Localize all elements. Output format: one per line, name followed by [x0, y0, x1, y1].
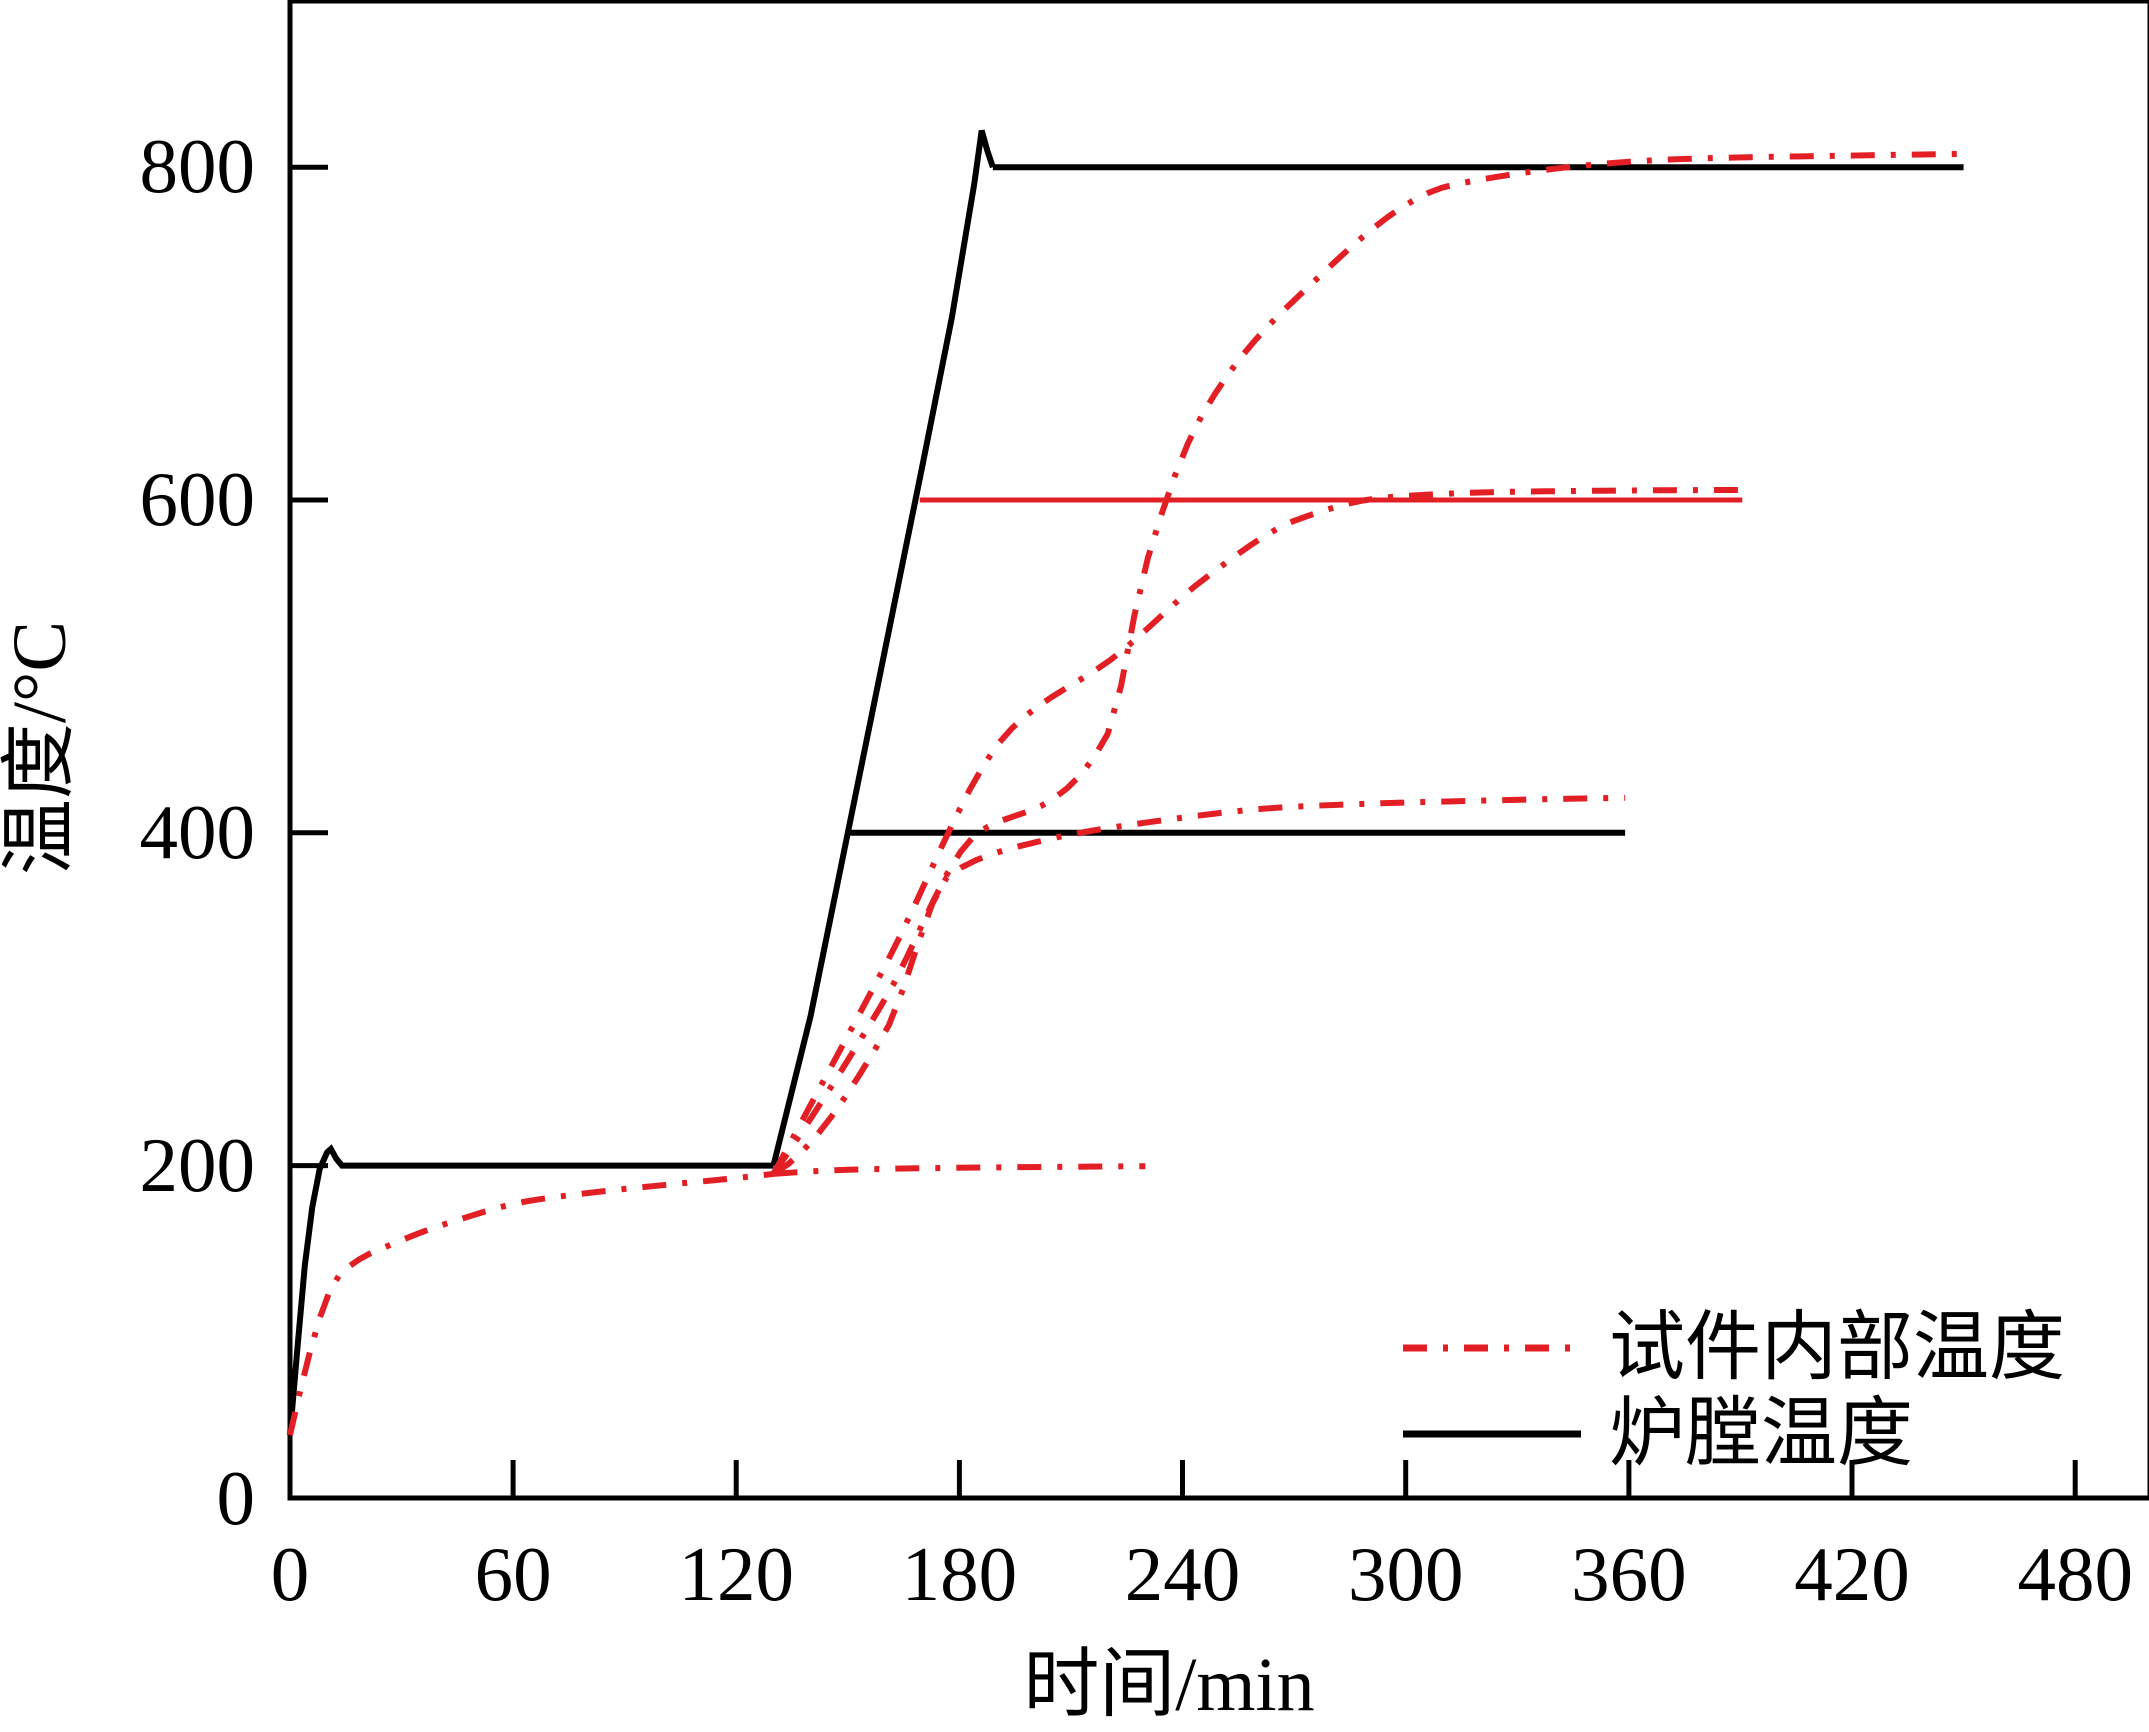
svg-text:600: 600	[140, 456, 256, 542]
svg-text:温度/°C: 温度/°C	[0, 621, 82, 875]
svg-text:240: 240	[1125, 1531, 1241, 1617]
svg-text:420: 420	[1794, 1531, 1910, 1617]
svg-text:400: 400	[140, 789, 256, 875]
svg-text:360: 360	[1571, 1531, 1687, 1617]
svg-text:180: 180	[902, 1531, 1018, 1617]
svg-text:800: 800	[140, 123, 256, 209]
svg-text:480: 480	[2017, 1531, 2133, 1617]
svg-text:300: 300	[1348, 1531, 1464, 1617]
svg-text:试件内部温度: 试件内部温度	[1609, 1306, 2065, 1390]
svg-text:0: 0	[217, 1455, 256, 1541]
svg-text:炉膛温度: 炉膛温度	[1609, 1392, 1913, 1476]
svg-text:60: 60	[475, 1531, 552, 1617]
svg-text:0: 0	[271, 1531, 310, 1617]
svg-text:200: 200	[140, 1122, 256, 1208]
svg-text:时间/min: 时间/min	[1023, 1643, 1314, 1727]
svg-text:120: 120	[678, 1531, 794, 1617]
